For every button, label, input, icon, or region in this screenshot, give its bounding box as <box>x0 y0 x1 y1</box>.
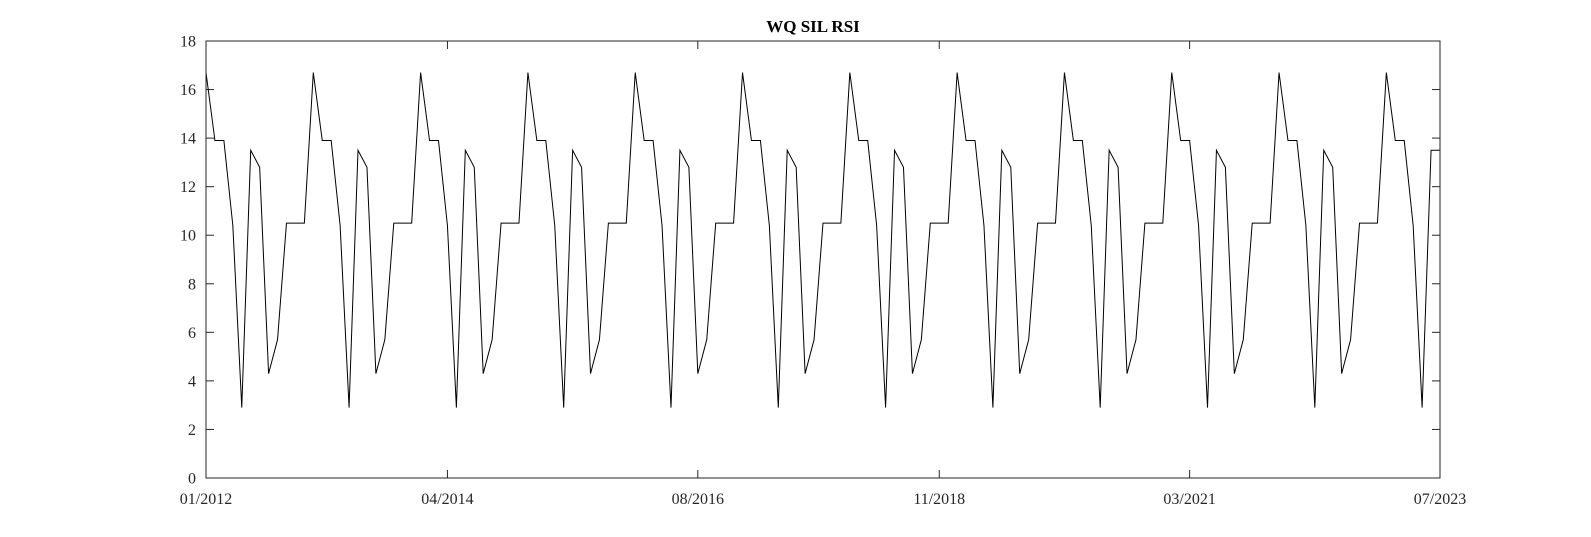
y-tick-label: 0 <box>188 471 196 488</box>
y-tick-label: 18 <box>180 34 196 51</box>
series-line <box>205 72 1440 408</box>
y-tick-label: 6 <box>188 325 196 342</box>
x-axis-ticks: 01/2012 04/2014 08/2016 11/2018 03/2021 07/20… <box>180 41 1466 508</box>
x-tick-label: 01/2012 <box>180 491 232 508</box>
y-tick-label: 4 <box>188 373 196 390</box>
y-tick-label: 8 <box>188 276 196 293</box>
y-tick-label: 10 <box>180 228 196 245</box>
x-tick-label: 03/2021 <box>1163 491 1215 508</box>
x-tick-label: 08/2016 <box>672 491 724 508</box>
chart-title: WQ SIL RSI <box>766 17 860 36</box>
plot-frame <box>205 40 1441 479</box>
x-tick-label: 04/2014 <box>421 491 473 508</box>
y-axis-ticks: 0 2 4 6 8 10 12 14 16 18 <box>180 34 1440 488</box>
y-tick-label: 2 <box>188 422 196 439</box>
x-tick-label: 11/2018 <box>913 491 965 508</box>
y-tick-label: 16 <box>180 82 196 99</box>
y-tick-label: 12 <box>180 179 196 196</box>
y-tick-label: 14 <box>180 131 196 148</box>
x-tick-label: 07/2023 <box>1414 491 1466 508</box>
